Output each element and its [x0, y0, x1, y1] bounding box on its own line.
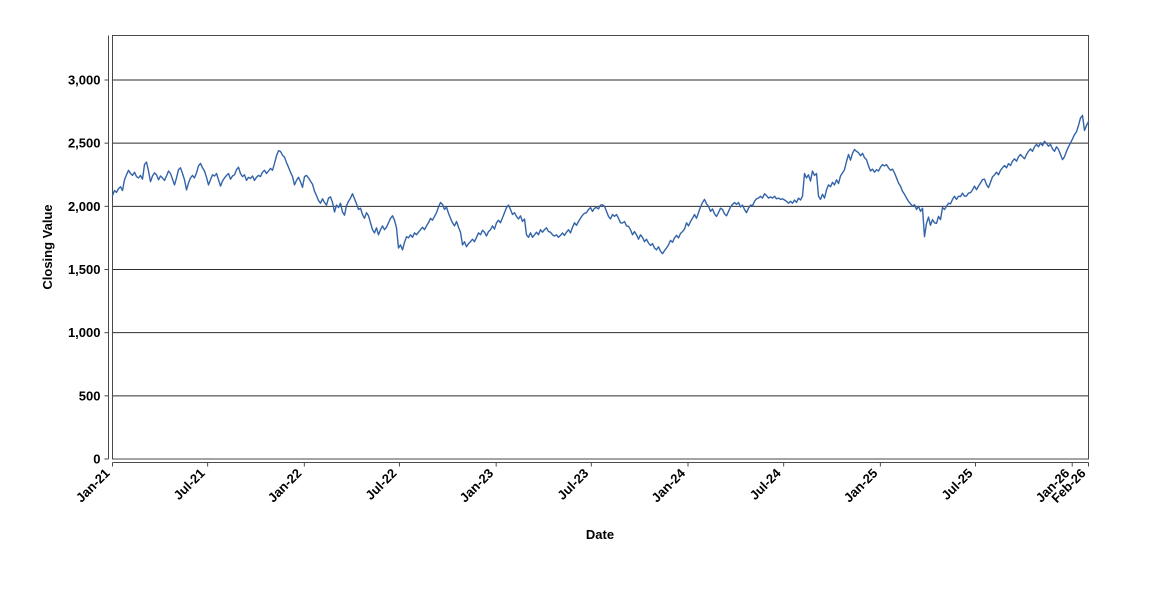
x-axis-title: Date	[586, 527, 614, 542]
x-tick-label: Jul-23	[554, 466, 591, 503]
y-tick-label: 500	[79, 388, 101, 403]
x-tick-label: Jul-22	[362, 466, 399, 503]
x-tick-label: Jan-24	[648, 465, 688, 505]
x-tick-label: Jan-21	[73, 466, 113, 506]
y-tick-labels: 0 500 1,000 1,500 2,000 2,500 3,000	[68, 73, 101, 467]
x-tick-label: Jul-25	[938, 466, 975, 503]
x-tick-label: Jul-21	[171, 466, 208, 503]
plot-border	[112, 35, 1089, 460]
x-tick-labels: Jan-21 Jul-21 Jan-22 Jul-22 Jan-23 Jul-23 Jan-…	[73, 465, 1089, 506]
x-tick-label: Jan-23	[457, 466, 497, 506]
y-tick-label: 1,500	[68, 262, 101, 277]
x-tick-label: Jan-22	[265, 466, 305, 506]
series-line	[111, 114, 1090, 255]
y-tick-label: 1,000	[68, 325, 101, 340]
y-tick-label: 2,500	[68, 136, 101, 151]
x-tick-label: Jul-24	[747, 465, 785, 503]
y-tick-label: 0	[93, 452, 100, 467]
y-axis-title: Closing Value	[40, 204, 55, 289]
y-tick-label: 2,000	[68, 199, 101, 214]
x-tick-label: Jan-25	[841, 466, 881, 506]
y-tick-label: 3,000	[68, 73, 101, 88]
gridlines	[112, 79, 1089, 397]
axis-lines-and-ticks	[104, 35, 1089, 467]
